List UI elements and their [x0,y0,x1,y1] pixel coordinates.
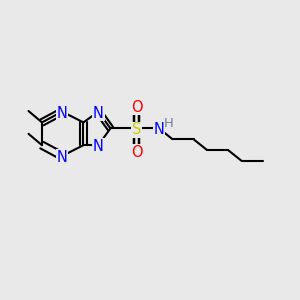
Text: N: N [93,139,104,154]
Text: N: N [154,122,164,137]
Text: N: N [93,106,104,121]
Text: S: S [132,122,141,137]
Text: H: H [164,117,174,130]
Text: O: O [131,100,142,115]
Text: N: N [57,106,68,121]
Text: O: O [131,145,142,160]
Text: N: N [57,150,68,165]
